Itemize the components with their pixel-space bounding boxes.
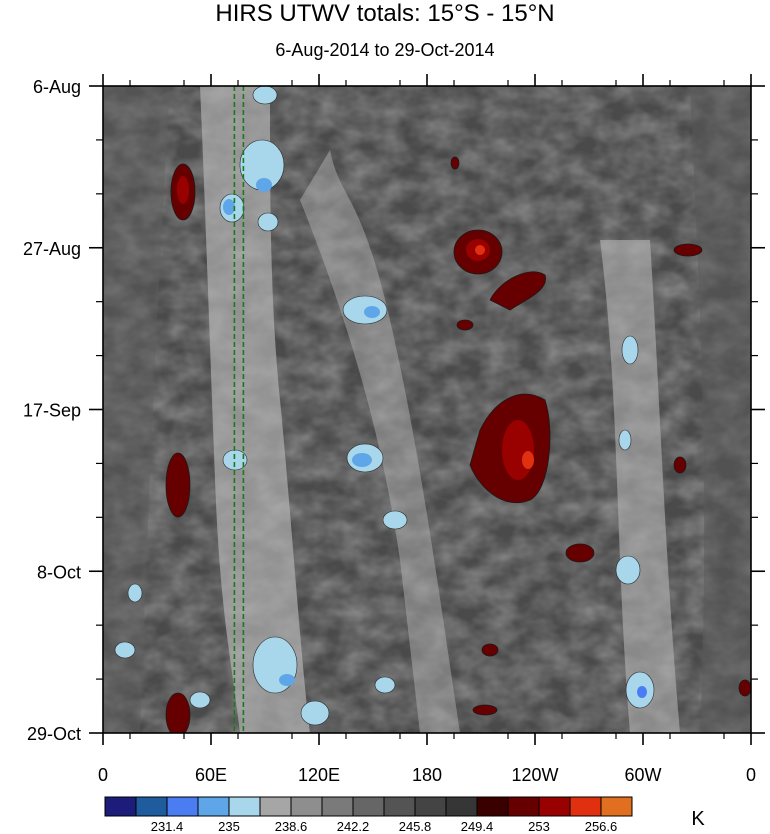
chart-title: HIRS UTWV totals: 15°S - 15°N bbox=[215, 0, 555, 27]
x-tick-label: 60W bbox=[624, 765, 661, 785]
colorbar-swatch bbox=[445, 796, 478, 817]
colorbar-swatch bbox=[352, 796, 385, 817]
colorbar-swatch bbox=[414, 796, 447, 817]
colorbar-swatch bbox=[104, 796, 137, 817]
x-tick-label: 60E bbox=[195, 765, 227, 785]
y-tick-label: 6-Aug bbox=[33, 77, 81, 97]
colorbar-label: 253 bbox=[528, 819, 550, 834]
moist-patch-max bbox=[637, 686, 647, 698]
dry-patch-max bbox=[475, 245, 485, 255]
moist-patches-deep bbox=[223, 178, 380, 686]
colorbar-swatch bbox=[197, 796, 230, 817]
moist-band-western-pacific bbox=[300, 150, 460, 733]
colorbar-swatch bbox=[321, 796, 354, 817]
x-tick-label: 120E bbox=[298, 765, 340, 785]
colorbar-swatch bbox=[600, 796, 633, 817]
colorbar-swatch bbox=[507, 796, 540, 817]
colorbar-label: 256.6 bbox=[585, 819, 618, 834]
dry-patch-max-2 bbox=[522, 451, 534, 469]
y-tick-label: 29-Oct bbox=[27, 724, 81, 744]
x-tick-label: 0 bbox=[98, 765, 108, 785]
colorbar-swatch bbox=[383, 796, 416, 817]
y-tick-label: 27-Aug bbox=[23, 239, 81, 259]
x-tick-label: 180 bbox=[412, 765, 442, 785]
colorbar-swatch bbox=[476, 796, 509, 817]
colorbar-label: 231.4 bbox=[151, 819, 184, 834]
moist-band-indian-ocean bbox=[200, 86, 310, 733]
colorbar-label: 238.6 bbox=[275, 819, 308, 834]
colorbar-label: 235 bbox=[218, 819, 240, 834]
colorbar-swatch bbox=[259, 796, 292, 817]
colorbar: 231.4 235 238.6 242.2 245.8 249.4 253 256.6 K bbox=[104, 796, 705, 834]
colorbar-swatch bbox=[290, 796, 323, 817]
colorbar-label: 249.4 bbox=[461, 819, 494, 834]
y-tick-label: 17-Sep bbox=[23, 401, 81, 421]
colorbar-swatch bbox=[135, 796, 168, 817]
y-tick-label: 8-Oct bbox=[37, 562, 81, 582]
x-tick-label: 120W bbox=[511, 765, 558, 785]
x-tick-label: 0 bbox=[746, 765, 756, 785]
longitude-markers bbox=[233, 86, 245, 733]
colorbar-label: 242.2 bbox=[337, 819, 370, 834]
colorbar-swatch bbox=[228, 796, 261, 817]
colorbar-swatch bbox=[569, 796, 602, 817]
colorbar-swatch bbox=[538, 796, 571, 817]
moist-band-south-america bbox=[600, 240, 680, 733]
colorbar-swatch bbox=[166, 796, 199, 817]
dry-band-africa bbox=[103, 86, 170, 733]
chart-subtitle: 6-Aug-2014 to 29-Oct-2014 bbox=[275, 40, 495, 60]
colorbar-unit: K bbox=[691, 808, 705, 830]
colorbar-label: 245.8 bbox=[399, 819, 432, 834]
plot-area bbox=[103, 86, 751, 733]
axes: 0 60E 120E 180 120W 60W 0 6-Aug 27-Aug 17-Sep 8-Oc… bbox=[23, 74, 765, 785]
